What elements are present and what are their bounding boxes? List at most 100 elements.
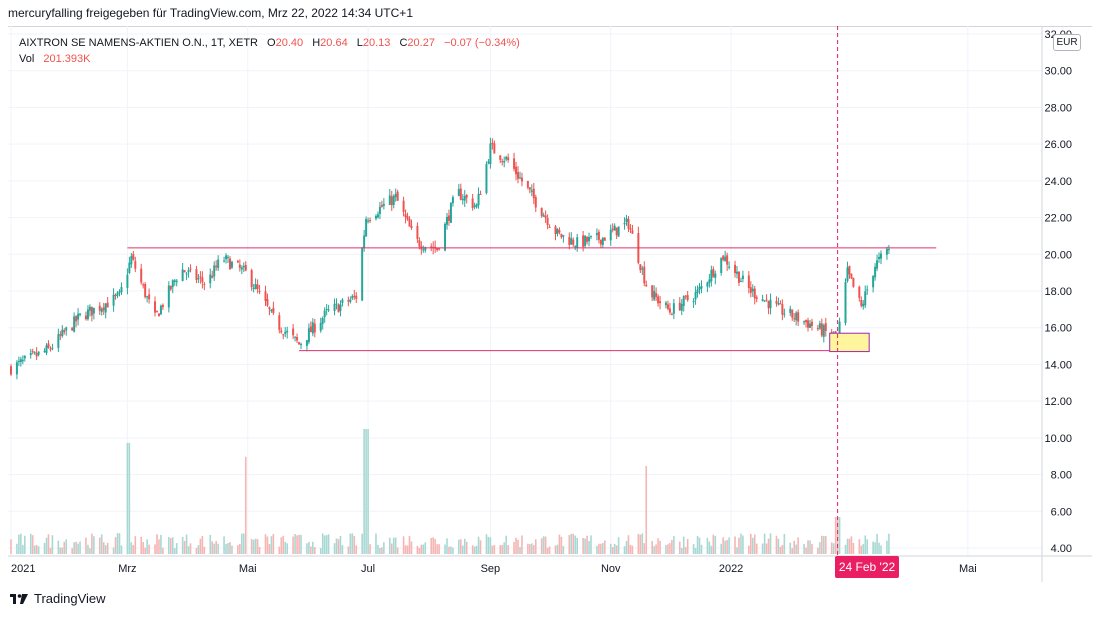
- time-tick-label: Mrz: [118, 563, 136, 575]
- candle-body: [643, 266, 646, 284]
- candle-body: [880, 253, 883, 259]
- volume-bar: [722, 537, 724, 554]
- volume-bar: [513, 542, 515, 554]
- volume-bar: [148, 544, 150, 554]
- volume-bar: [102, 542, 105, 554]
- candle-body: [309, 326, 312, 333]
- volume-bar: [858, 539, 861, 554]
- volume-bar: [694, 548, 697, 554]
- volume-bar: [381, 547, 383, 554]
- candle-body: [584, 235, 587, 246]
- candlestick-chart[interactable]: 4.00 6.00 8.00 10.00 12.00 14.00 16.00 18.00 20.…: [8, 26, 1092, 582]
- candle-body: [700, 286, 703, 289]
- candle-body: [708, 279, 711, 284]
- candle-body: [374, 215, 377, 219]
- currency-button[interactable]: EUR: [1053, 34, 1081, 51]
- candle-body: [104, 303, 107, 313]
- volume-bar: [175, 543, 178, 554]
- candle-body: [436, 248, 439, 251]
- volume-bar: [819, 542, 821, 554]
- volume-bar: [45, 537, 48, 554]
- volume-bar: [517, 539, 519, 554]
- volume-bar: [128, 442, 131, 554]
- volume-bar: [811, 543, 813, 554]
- candle-body: [694, 292, 697, 300]
- volume-bar: [641, 533, 644, 554]
- candle-body: [296, 336, 299, 341]
- volume-bar: [106, 542, 109, 554]
- volume-bar: [104, 545, 107, 554]
- volume-bar: [201, 535, 204, 554]
- volume-bar: [477, 536, 480, 554]
- volume-bar: [864, 535, 867, 554]
- candle-body: [457, 189, 460, 197]
- candle-body: [264, 291, 267, 302]
- candle-body: [148, 294, 151, 300]
- volume-bar: [465, 541, 468, 554]
- candle-body: [284, 331, 287, 334]
- volume-bar: [195, 547, 198, 554]
- volume-bar: [659, 540, 661, 554]
- candle-body: [126, 274, 129, 288]
- candle-body: [532, 188, 535, 199]
- candle-body: [305, 340, 308, 346]
- volume-bar: [268, 544, 271, 554]
- volume-bar: [351, 533, 354, 554]
- volume-bar: [209, 534, 212, 554]
- volume-bar: [79, 541, 81, 554]
- candle-body: [597, 231, 600, 240]
- volume-bar: [600, 543, 602, 554]
- candle-body: [185, 273, 188, 275]
- candle-body: [611, 228, 614, 230]
- candle-body: [852, 277, 855, 287]
- volume-bar: [777, 538, 780, 554]
- volume-bar: [527, 543, 529, 554]
- volume-bar: [379, 547, 381, 554]
- candle-body: [755, 297, 758, 299]
- volume-bar: [590, 535, 592, 554]
- volume-bar: [294, 533, 296, 554]
- volume-bar: [501, 545, 504, 554]
- volume-bar: [742, 535, 744, 554]
- volume-bar: [686, 539, 689, 554]
- volume-bar: [643, 543, 646, 554]
- volume-bar: [321, 533, 324, 554]
- footer-brand[interactable]: TradingView: [10, 591, 106, 606]
- candle-body: [590, 235, 593, 237]
- candle-body: [236, 260, 239, 263]
- volume-bar: [446, 538, 448, 554]
- candle-body: [292, 328, 295, 336]
- candle-body: [378, 206, 381, 214]
- candle-body: [71, 327, 74, 331]
- candle-body: [120, 287, 123, 293]
- candle-body: [767, 300, 770, 309]
- candle-body: [668, 308, 671, 313]
- candle-body: [761, 299, 764, 302]
- volume-bar: [505, 535, 507, 554]
- candle-body: [422, 249, 425, 251]
- candle-body: [363, 235, 366, 248]
- candle-body: [866, 289, 869, 291]
- candle-body: [824, 323, 827, 331]
- volume-bar: [89, 548, 91, 554]
- volume-bar: [807, 540, 809, 554]
- candle-body: [355, 295, 358, 299]
- volume-bar: [392, 537, 395, 554]
- candle-body: [714, 273, 717, 278]
- volume-bar: [458, 539, 460, 554]
- candle-body: [242, 266, 245, 268]
- volume-bar: [434, 538, 436, 554]
- candle-body: [777, 303, 780, 305]
- volume-bar: [388, 537, 391, 554]
- volume-bar: [134, 536, 137, 554]
- volume-bar: [507, 545, 509, 554]
- candle-body: [321, 318, 324, 324]
- candle-body: [335, 303, 338, 305]
- volume-bar: [225, 544, 227, 554]
- candle-body: [655, 293, 658, 298]
- volume-bar: [586, 535, 588, 554]
- candle-body: [349, 299, 352, 302]
- volume-bar: [542, 536, 545, 554]
- volume-bar: [217, 543, 219, 554]
- volume-bar: [491, 545, 494, 554]
